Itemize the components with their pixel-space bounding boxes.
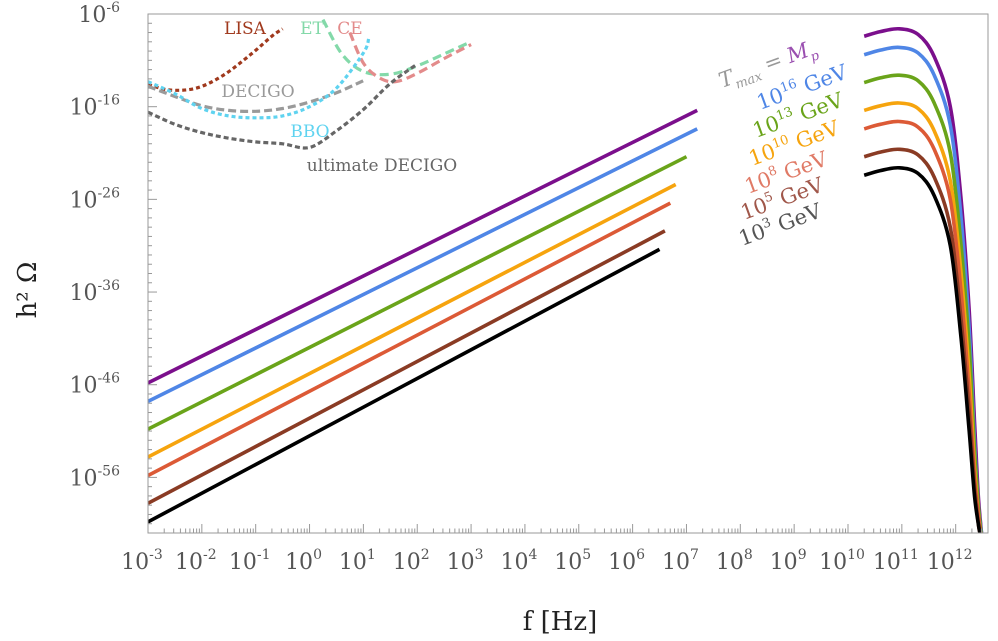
annotation-decigo: DECIGO [221,82,294,102]
series-line-high-6 [863,165,982,533]
sensitivity-curve-ce [348,31,472,84]
annotation-ultimate-decigo: ultimate DECIGO [307,156,458,176]
y-tick-label: 10-56 [69,463,120,491]
x-tick-label: 1011 [873,547,919,575]
x-tick-label: 104 [500,547,537,575]
annotation-lisa: LISA [224,19,267,39]
series-line-low-1 [148,127,699,404]
x-tick-label: 10-2 [175,547,217,575]
y-tick-label: 10-36 [69,278,120,306]
x-tick-label: 10-1 [229,547,271,575]
annotations: LISA ET CE DECIGO BBO ultimate DECIGO [221,19,457,176]
x-tick-label: 109 [770,547,807,575]
sensitivity-curve-ultimate-decigo [148,62,419,150]
sensitivity-curve-bbo [148,37,371,120]
x-tick-label: 101 [339,547,376,575]
y-tick-label: 10-46 [69,371,120,399]
y-axis-title: h² Ω [13,262,43,319]
x-tick-label: 107 [662,547,699,575]
annotation-et: ET [300,19,324,39]
tick-marks [147,13,982,534]
x-axis: 10-3 10-2 10-1 100 101 102 103 104 105 106 107 108 1… [121,547,972,575]
y-tick-label: 10-16 [69,93,120,121]
series-line-low-3 [148,182,677,459]
y-axis: 10-6 10-16 10-26 10-36 10-46 10-56 [69,0,120,491]
x-tick-label: 1012 [927,547,973,575]
series-line-low-6 [148,247,661,524]
x-tick-label: 10-3 [121,547,163,575]
annotation-bbo: BBO [290,122,329,142]
x-tick-label: 103 [447,547,484,575]
y-tick-label: 10-26 [69,185,120,213]
x-tick-label: 1010 [819,547,865,575]
x-tick-label: 102 [393,547,430,575]
x-tick-label: 105 [554,547,591,575]
annotation-ce: CE [337,19,362,39]
series-line-low-5 [148,229,666,505]
x-tick-label: 106 [608,547,645,575]
x-tick-label: 100 [285,547,322,575]
series-line-low-0 [148,108,699,385]
x-tick-label: 108 [716,547,753,575]
series-line-low-4 [148,201,672,478]
x-axis-title: f [Hz] [523,607,598,637]
y-tick-label: 10-6 [78,0,120,28]
series-line-low-2 [148,155,688,431]
plot-area [148,18,984,533]
